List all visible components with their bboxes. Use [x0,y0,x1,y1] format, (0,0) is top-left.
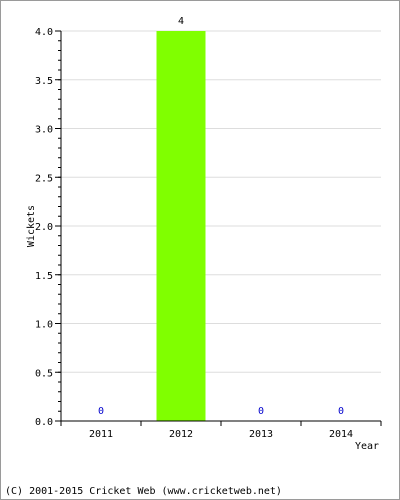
x-axis-ticks: 2011 2012 2013 2014 [60,421,382,440]
y-axis-ticks: 0.0 0.5 1.0 1.5 2.0 2.5 3.0 3.5 4.0 [35,27,61,428]
data-label: 4 [178,16,184,27]
bars [156,31,206,421]
x-tick-label: 2012 [169,429,193,440]
y-axis-label: Wickets [26,205,37,247]
y-tick-label: 3.5 [35,76,53,87]
y-tick-label: 1.5 [35,271,53,282]
y-tick-label: 3.0 [35,125,53,136]
x-tick-label: 2014 [329,429,353,440]
data-label: 0 [338,406,344,417]
x-axis-label: Year [355,441,379,452]
data-label: 0 [98,406,104,417]
y-tick-label: 4.0 [35,27,53,38]
data-label: 0 [258,406,264,417]
x-tick-label: 2011 [89,429,113,440]
bar [156,31,206,421]
y-tick-label: 1.0 [35,320,53,331]
y-tick-label: 2.0 [35,222,53,233]
x-tick-label: 2013 [249,429,273,440]
y-tick-label: 0.0 [35,417,53,428]
y-tick-label: 2.5 [35,173,53,184]
data-labels: 0 4 0 0 [98,16,344,417]
copyright-footer: (C) 2001-2015 Cricket Web (www.cricketwe… [5,486,282,497]
y-tick-label: 0.5 [35,368,53,379]
gridlines [61,30,381,373]
